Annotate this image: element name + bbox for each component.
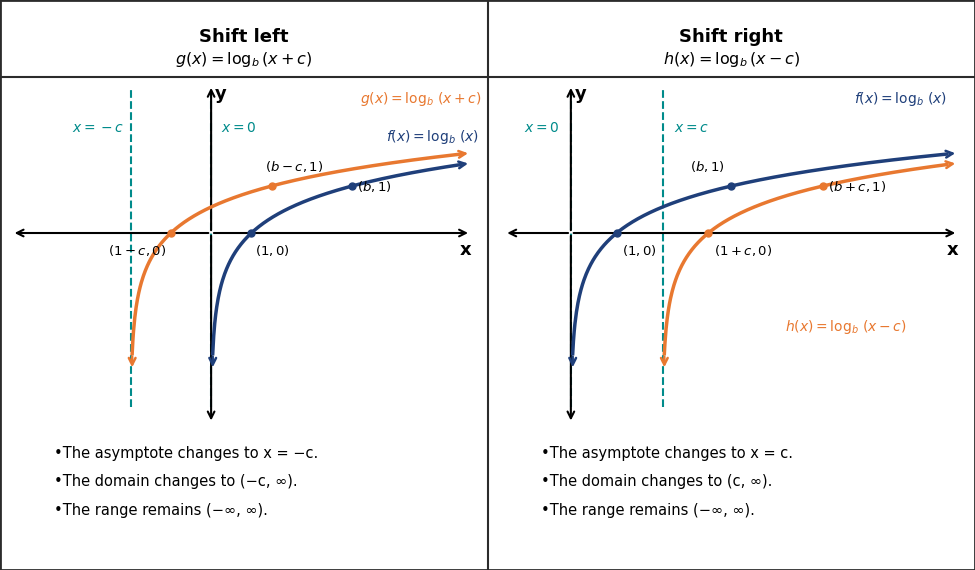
- Text: $(1, 0)$: $(1, 0)$: [622, 243, 657, 258]
- Text: $(b, 1)$: $(b, 1)$: [357, 178, 392, 194]
- Text: •The domain changes to (c, ∞).: •The domain changes to (c, ∞).: [541, 474, 772, 489]
- Text: $g(x) = \log_b(x + c)$: $g(x) = \log_b(x + c)$: [175, 50, 313, 70]
- Text: y: y: [574, 85, 586, 103]
- Text: •The range remains (−∞, ∞).: •The range remains (−∞, ∞).: [541, 503, 755, 518]
- Text: $(1 - c, 0)$: $(1 - c, 0)$: [107, 243, 166, 258]
- Text: $(b, 1)$: $(b, 1)$: [689, 159, 724, 174]
- Text: $h(x) = \log_b(x - c)$: $h(x) = \log_b(x - c)$: [662, 50, 800, 70]
- Text: $g(x) = \log_b\,(x + c)$: $g(x) = \log_b\,(x + c)$: [360, 90, 482, 108]
- Text: $x = -c$: $x = -c$: [72, 121, 125, 135]
- Text: Shift left: Shift left: [199, 28, 289, 46]
- Text: •The asymptote changes to x = −c.: •The asymptote changes to x = −c.: [54, 446, 318, 461]
- Text: $(1, 0)$: $(1, 0)$: [255, 243, 291, 258]
- Text: $f(x) = \log_b\,(x)$: $f(x) = \log_b\,(x)$: [854, 90, 948, 108]
- Text: $(b - c, 1)$: $(b - c, 1)$: [265, 159, 324, 174]
- Text: •The domain changes to (−c, ∞).: •The domain changes to (−c, ∞).: [54, 474, 297, 489]
- Text: $h(x) = \log_b\,(x - c)$: $h(x) = \log_b\,(x - c)$: [785, 318, 907, 336]
- Text: x: x: [459, 242, 471, 259]
- Text: •The range remains (−∞, ∞).: •The range remains (−∞, ∞).: [54, 503, 267, 518]
- Text: $x = 0$: $x = 0$: [524, 121, 560, 135]
- Text: $x = c$: $x = c$: [674, 121, 709, 135]
- Text: Shift right: Shift right: [680, 28, 783, 46]
- Text: $(1 + c, 0)$: $(1 + c, 0)$: [714, 243, 772, 258]
- Text: y: y: [214, 85, 226, 103]
- Text: •The asymptote changes to x = c.: •The asymptote changes to x = c.: [541, 446, 793, 461]
- Text: $x = 0$: $x = 0$: [221, 121, 256, 135]
- Text: x: x: [947, 242, 958, 259]
- Text: $f(x) = \log_b\,(x)$: $f(x) = \log_b\,(x)$: [386, 128, 479, 146]
- Text: $(b + c, 1)$: $(b + c, 1)$: [829, 178, 886, 194]
